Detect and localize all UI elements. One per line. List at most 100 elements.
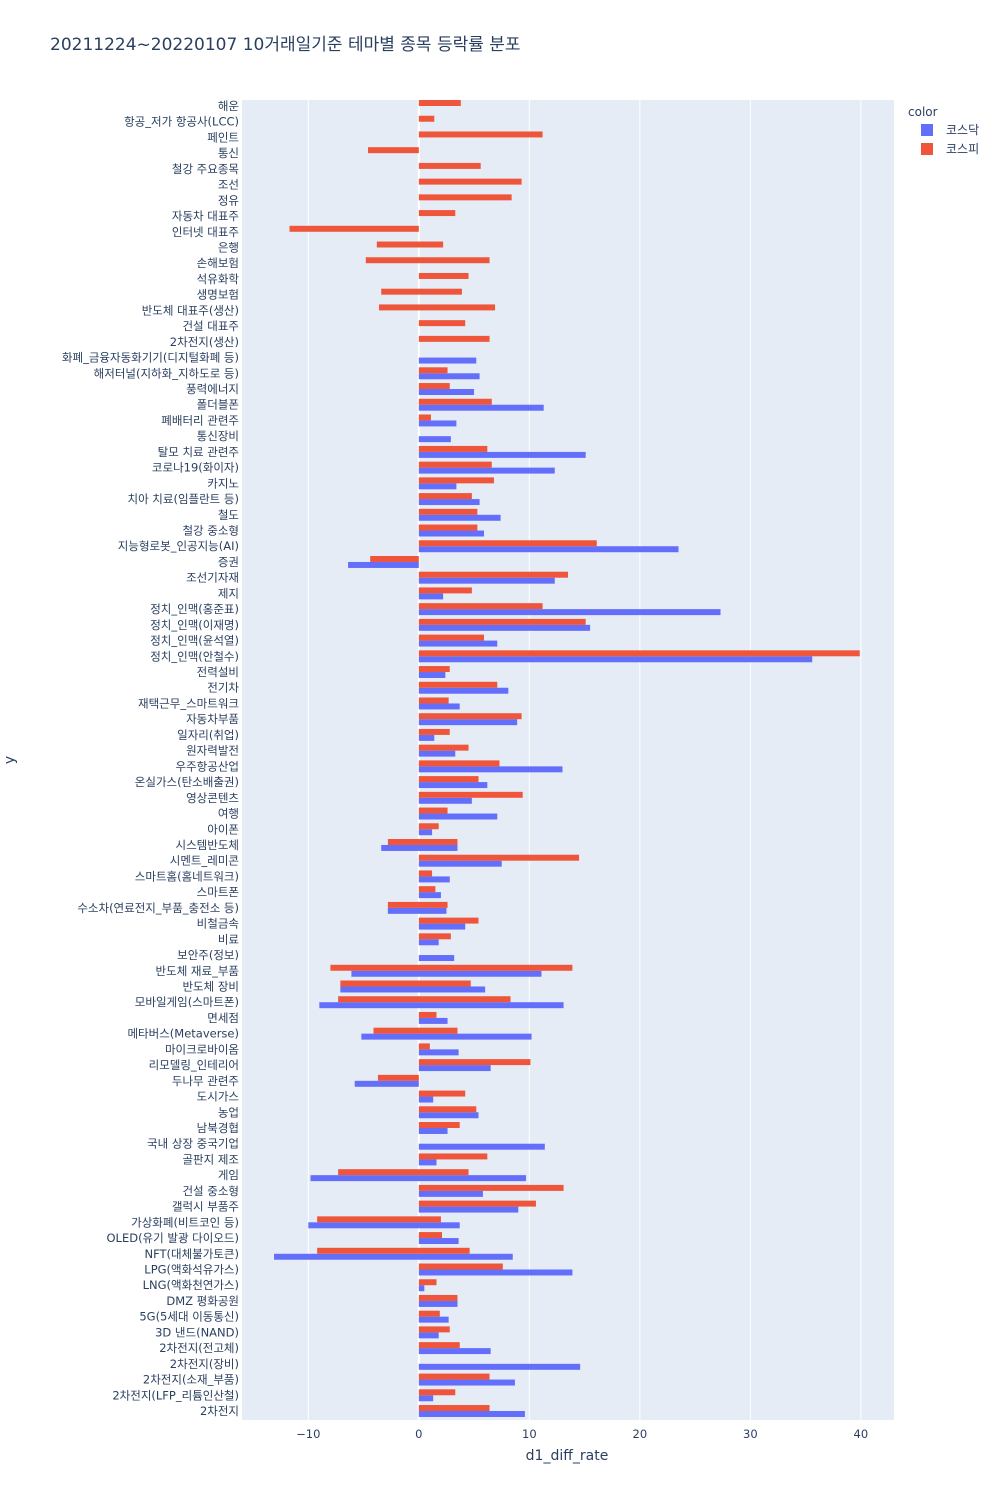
bar-kospi[interactable] [418, 194, 512, 201]
bar-kospi[interactable] [418, 807, 448, 814]
bar-kosdaq[interactable] [418, 1127, 448, 1134]
bar-kosdaq[interactable] [418, 1332, 439, 1339]
bar-kospi[interactable] [418, 1389, 456, 1396]
bar-kospi[interactable] [418, 508, 478, 515]
bar-kospi[interactable] [376, 241, 444, 248]
bar-kosdaq[interactable] [418, 404, 544, 411]
bar-kospi[interactable] [418, 697, 449, 704]
bar-kospi[interactable] [418, 1184, 564, 1191]
bar-kospi[interactable] [418, 1326, 450, 1333]
bar-kospi[interactable] [340, 980, 471, 987]
bar-kosdaq[interactable] [418, 1112, 479, 1119]
bar-kosdaq[interactable] [418, 939, 439, 946]
bar-kosdaq[interactable] [418, 373, 480, 380]
bar-kosdaq[interactable] [418, 656, 813, 663]
bar-kosdaq[interactable] [418, 436, 451, 443]
bar-kosdaq[interactable] [418, 1049, 459, 1056]
bar-kosdaq[interactable] [418, 1348, 491, 1355]
bar-kosdaq[interactable] [418, 1143, 545, 1150]
bar-kosdaq[interactable] [418, 609, 721, 616]
bar-kospi[interactable] [418, 524, 478, 531]
bar-kosdaq[interactable] [418, 813, 498, 820]
bar-kospi[interactable] [387, 901, 448, 908]
bar-kosdaq[interactable] [418, 1411, 525, 1417]
bar-kospi[interactable] [418, 1310, 440, 1317]
bar-kospi[interactable] [418, 1090, 466, 1097]
bar-kospi[interactable] [418, 1405, 490, 1411]
bar-kospi[interactable] [317, 1247, 470, 1254]
bar-kosdaq[interactable] [418, 892, 441, 899]
bar-kospi[interactable] [418, 886, 436, 893]
bar-kosdaq[interactable] [418, 1096, 434, 1103]
bar-kospi[interactable] [365, 257, 490, 264]
bar-kospi[interactable] [373, 1027, 458, 1034]
bar-kospi[interactable] [418, 1153, 488, 1160]
legend-swatch-kospi[interactable] [921, 143, 933, 155]
bar-kospi[interactable] [418, 870, 433, 877]
bar-kospi[interactable] [418, 666, 450, 673]
bar-kospi[interactable] [418, 335, 490, 342]
bar-kosdaq[interactable] [418, 876, 450, 883]
bar-kosdaq[interactable] [418, 1395, 434, 1402]
bar-kosdaq[interactable] [351, 970, 542, 977]
bar-kosdaq[interactable] [418, 1238, 459, 1245]
bar-kosdaq[interactable] [418, 687, 509, 694]
bar-kospi[interactable] [418, 917, 479, 924]
bar-kospi[interactable] [418, 728, 450, 735]
bar-kosdaq[interactable] [310, 1175, 527, 1182]
bar-kospi[interactable] [418, 445, 488, 452]
bar-kosdaq[interactable] [361, 1033, 532, 1040]
bar-kosdaq[interactable] [418, 451, 586, 458]
bar-kosdaq[interactable] [418, 1316, 449, 1323]
bar-kosdaq[interactable] [418, 1269, 573, 1276]
bar-kospi[interactable] [418, 681, 498, 688]
legend-swatch-kosdaq[interactable] [921, 124, 933, 136]
bar-kospi[interactable] [418, 854, 580, 861]
bar-kosdaq[interactable] [418, 420, 457, 427]
bar-kospi[interactable] [418, 493, 472, 500]
bar-kospi[interactable] [418, 1043, 430, 1050]
bar-kospi[interactable] [418, 823, 439, 830]
bar-kospi[interactable] [418, 1122, 460, 1128]
bar-kosdaq[interactable] [418, 672, 446, 678]
bar-kosdaq[interactable] [340, 986, 486, 993]
bar-kospi[interactable] [377, 1074, 419, 1081]
bar-kospi[interactable] [418, 115, 435, 122]
bar-kosdaq[interactable] [418, 624, 591, 631]
bar-kospi[interactable] [418, 162, 481, 169]
bar-kospi[interactable] [317, 1216, 441, 1223]
bar-kosdaq[interactable] [418, 577, 555, 584]
bar-kospi[interactable] [418, 320, 466, 327]
bar-kosdaq[interactable] [418, 1159, 437, 1166]
bar-kosdaq[interactable] [308, 1222, 460, 1229]
bar-kospi[interactable] [418, 1106, 477, 1113]
bar-kospi[interactable] [418, 1279, 437, 1286]
bar-kosdaq[interactable] [418, 1379, 515, 1386]
bar-kosdaq[interactable] [348, 561, 419, 568]
bar-kospi[interactable] [418, 1342, 460, 1349]
bar-kosdaq[interactable] [387, 907, 447, 914]
bar-kosdaq[interactable] [418, 499, 480, 506]
bar-kosdaq[interactable] [274, 1253, 513, 1260]
bar-kospi[interactable] [418, 398, 492, 405]
bar-kospi[interactable] [418, 1011, 437, 1018]
bar-kosdaq[interactable] [418, 829, 433, 836]
bar-kosdaq[interactable] [418, 640, 498, 647]
bar-kosdaq[interactable] [418, 923, 466, 930]
legend-label-kospi[interactable]: 코스피 [946, 142, 979, 156]
bar-kospi[interactable] [418, 634, 485, 641]
bar-kospi[interactable] [367, 147, 419, 154]
bar-kospi[interactable] [418, 100, 461, 106]
bar-kospi[interactable] [418, 178, 522, 185]
bar-kosdaq[interactable] [381, 844, 458, 851]
bar-kospi[interactable] [418, 587, 472, 594]
bar-kospi[interactable] [418, 776, 479, 783]
bar-kospi[interactable] [418, 933, 451, 940]
bar-kospi[interactable] [418, 618, 586, 625]
legend-label-kosdaq[interactable]: 코스닥 [946, 123, 979, 137]
bar-kosdaq[interactable] [418, 782, 488, 789]
bar-kosdaq[interactable] [418, 703, 460, 710]
bar-kosdaq[interactable] [418, 860, 502, 867]
bar-kospi[interactable] [338, 996, 511, 1003]
bar-kosdaq[interactable] [418, 766, 563, 773]
